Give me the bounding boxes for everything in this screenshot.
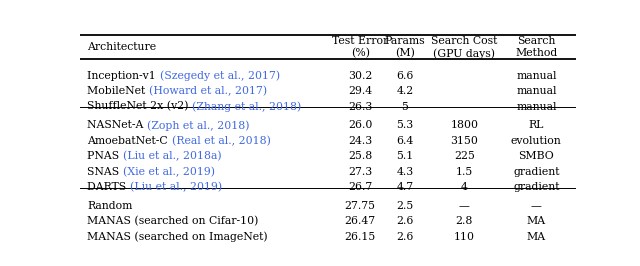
Text: 2.8: 2.8 xyxy=(456,216,473,226)
Text: 30.2: 30.2 xyxy=(348,71,372,81)
Text: ShuffleNet 2x (v2): ShuffleNet 2x (v2) xyxy=(88,101,193,112)
Text: 4: 4 xyxy=(461,182,468,192)
Text: 3150: 3150 xyxy=(451,136,478,146)
Text: MobileNet: MobileNet xyxy=(88,86,149,96)
Text: Inception-v1: Inception-v1 xyxy=(88,71,160,81)
Text: (Zhang et al., 2018): (Zhang et al., 2018) xyxy=(193,101,301,112)
Text: PNAS: PNAS xyxy=(88,151,123,161)
Text: 26.7: 26.7 xyxy=(348,182,372,192)
Text: —: — xyxy=(531,201,541,211)
Text: 2.6: 2.6 xyxy=(396,216,413,226)
Text: —: — xyxy=(459,201,470,211)
Text: MA: MA xyxy=(527,232,546,242)
Text: 110: 110 xyxy=(454,232,475,242)
Text: gradient: gradient xyxy=(513,167,559,177)
Text: 26.0: 26.0 xyxy=(348,120,372,130)
Text: 1.5: 1.5 xyxy=(456,167,473,177)
Text: 26.47: 26.47 xyxy=(345,216,376,226)
Text: manual: manual xyxy=(516,86,557,96)
Text: 27.75: 27.75 xyxy=(345,201,376,211)
Text: 6.6: 6.6 xyxy=(396,71,413,81)
Text: 5.3: 5.3 xyxy=(396,120,413,130)
Text: 4.7: 4.7 xyxy=(396,182,413,192)
Text: evolution: evolution xyxy=(511,136,562,146)
Text: 24.3: 24.3 xyxy=(348,136,372,146)
Text: NASNet-A: NASNet-A xyxy=(88,120,147,130)
Text: (Liu et al., 2018a): (Liu et al., 2018a) xyxy=(123,151,221,161)
Text: Search
Method: Search Method xyxy=(515,36,557,59)
Text: SMBO: SMBO xyxy=(518,151,554,161)
Text: 4.3: 4.3 xyxy=(396,167,413,177)
Text: Search Cost
(GPU days): Search Cost (GPU days) xyxy=(431,36,497,59)
Text: Params
(M): Params (M) xyxy=(385,36,425,59)
Text: (Xie et al., 2019): (Xie et al., 2019) xyxy=(123,167,215,177)
Text: 2.5: 2.5 xyxy=(396,201,413,211)
Text: 26.15: 26.15 xyxy=(344,232,376,242)
Text: MA: MA xyxy=(527,216,546,226)
Text: (Real et al., 2018): (Real et al., 2018) xyxy=(172,136,271,146)
Text: manual: manual xyxy=(516,71,557,81)
Text: 26.3: 26.3 xyxy=(348,102,372,111)
Text: 1800: 1800 xyxy=(451,120,479,130)
Text: (Liu et al., 2019): (Liu et al., 2019) xyxy=(130,182,222,192)
Text: AmoebatNet-C: AmoebatNet-C xyxy=(88,136,172,146)
Text: RL: RL xyxy=(529,120,544,130)
Text: 27.3: 27.3 xyxy=(348,167,372,177)
Text: 6.4: 6.4 xyxy=(396,136,413,146)
Text: 225: 225 xyxy=(454,151,475,161)
Text: gradient: gradient xyxy=(513,182,559,192)
Text: (Howard et al., 2017): (Howard et al., 2017) xyxy=(149,86,268,96)
Text: MANAS (searched on Cifar-10): MANAS (searched on Cifar-10) xyxy=(88,216,259,227)
Text: (Szegedy et al., 2017): (Szegedy et al., 2017) xyxy=(160,70,280,81)
Text: 5: 5 xyxy=(401,102,408,111)
Text: SNAS: SNAS xyxy=(88,167,123,177)
Text: 5.1: 5.1 xyxy=(396,151,413,161)
Text: 29.4: 29.4 xyxy=(348,86,372,96)
Text: manual: manual xyxy=(516,102,557,111)
Text: Test Error
(%): Test Error (%) xyxy=(332,36,388,59)
Text: DARTS: DARTS xyxy=(88,182,130,192)
Text: MANAS (searched on ImageNet): MANAS (searched on ImageNet) xyxy=(88,232,268,242)
Text: 25.8: 25.8 xyxy=(348,151,372,161)
Text: 2.6: 2.6 xyxy=(396,232,413,242)
Text: Random: Random xyxy=(88,201,133,211)
Text: 4.2: 4.2 xyxy=(396,86,413,96)
Text: Architecture: Architecture xyxy=(88,42,157,52)
Text: (Zoph et al., 2018): (Zoph et al., 2018) xyxy=(147,120,250,131)
